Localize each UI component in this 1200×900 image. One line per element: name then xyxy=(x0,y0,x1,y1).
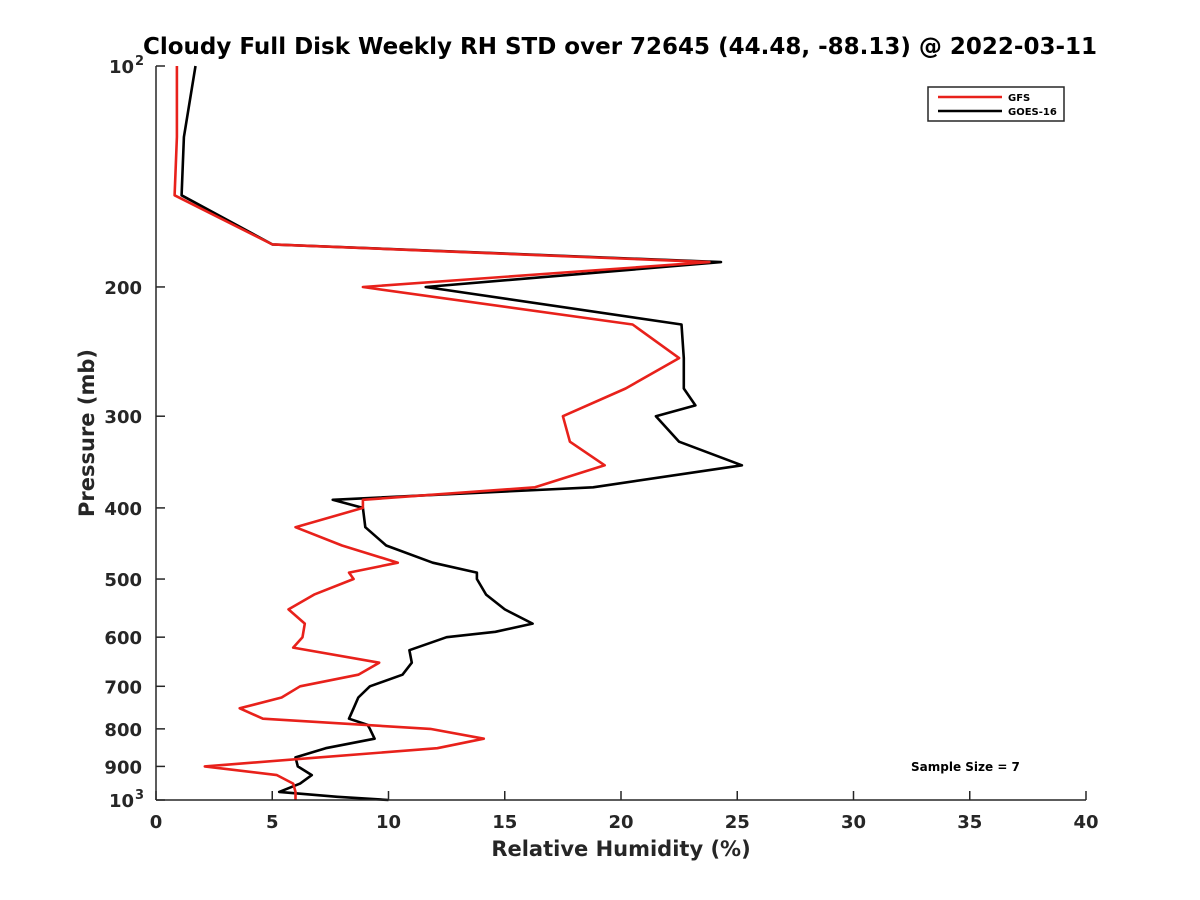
legend-box xyxy=(927,86,1065,122)
y-tick-label: 700 xyxy=(104,677,142,698)
x-tick-label: 40 xyxy=(1073,812,1098,833)
y-tick-label: 900 xyxy=(104,757,142,778)
x-tick-label: 15 xyxy=(492,812,517,833)
y-tick-exponent: 2 xyxy=(135,54,144,69)
legend-label: GOES-16 xyxy=(1008,107,1057,118)
y-tick-label: 600 xyxy=(104,628,142,649)
y-tick-label: 200 xyxy=(104,278,142,299)
y-tick-label: 800 xyxy=(104,720,142,741)
x-tick-label: 10 xyxy=(376,812,401,833)
series-line-goes-16 xyxy=(180,65,744,802)
y-tick-label: 10 xyxy=(109,57,134,78)
x-axis-label: Relative Humidity (%) xyxy=(491,837,750,861)
series-layer xyxy=(173,65,744,802)
x-tick-label: 20 xyxy=(608,812,633,833)
y-axis-label: Pressure (mb) xyxy=(75,349,99,517)
x-tick-label: 5 xyxy=(266,812,279,833)
y-tick-label: 300 xyxy=(104,407,142,428)
plot-area: 0 5 10 15 20 25 30 35 40 10 220030040050060070080… xyxy=(104,54,1098,833)
x-tick-label: 0 xyxy=(150,812,163,833)
sample-size-annotation: Sample Size = 7 xyxy=(911,760,1020,774)
chart-title: Cloudy Full Disk Weekly RH STD over 7264… xyxy=(143,34,1097,60)
legend-label: GFS xyxy=(1008,93,1030,104)
x-tick-label: 25 xyxy=(725,812,750,833)
y-tick-label: 400 xyxy=(104,499,142,520)
y-tick-exponent: 3 xyxy=(135,788,144,803)
series-line-gfs xyxy=(173,66,711,800)
y-tick-label: 500 xyxy=(104,570,142,591)
y-tick-label: 10 xyxy=(109,791,134,812)
x-tick-label: 35 xyxy=(957,812,982,833)
x-tick-label: 30 xyxy=(841,812,866,833)
x-axis-ticks: 0 5 10 15 20 25 30 35 40 xyxy=(150,791,1099,833)
plot-background xyxy=(156,66,1086,800)
legend: GFS GOES-16 xyxy=(927,86,1065,122)
